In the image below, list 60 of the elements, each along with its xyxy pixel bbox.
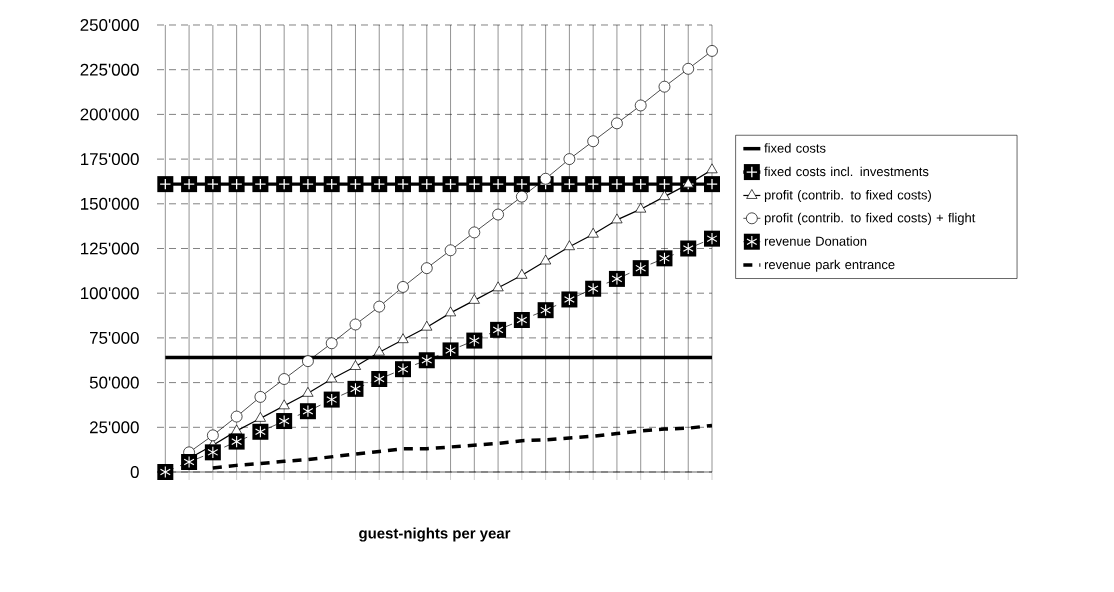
y-tick-label: 225'000 (80, 63, 139, 76)
point (587, 135, 600, 148)
legend-label: profit (contrib. to fixed costs) + flight (764, 212, 976, 225)
point (468, 226, 481, 239)
legend-label: fixed costs (764, 143, 826, 153)
point (373, 300, 386, 313)
y-tick-label: 0 (130, 466, 139, 478)
point (230, 410, 243, 423)
legend-label: profit (contrib. to fixed costs) (764, 190, 931, 203)
point (278, 399, 290, 410)
point (492, 208, 504, 221)
y-tick-label: 125'000 (81, 242, 139, 255)
point (349, 318, 362, 331)
point (563, 153, 576, 165)
y-tick-label: 200'000 (80, 108, 139, 121)
y-tick-label: 50'000 (89, 376, 139, 389)
point (492, 281, 504, 292)
point (420, 262, 433, 275)
y-tick-label: 175'000 (81, 153, 139, 166)
y-tick-label: 100'000 (81, 287, 139, 300)
legend-label: revenue park entrance (764, 259, 895, 272)
point (421, 320, 433, 331)
point (634, 99, 647, 112)
y-tick-label: 150'000 (81, 197, 139, 210)
point (658, 80, 671, 93)
point (539, 172, 552, 185)
point (611, 117, 623, 130)
point (563, 240, 575, 251)
point (349, 360, 362, 370)
point (611, 213, 623, 224)
point (302, 355, 314, 367)
y-tick-label: 250'000 (80, 19, 139, 31)
point (445, 306, 457, 317)
point (587, 227, 599, 238)
point (468, 294, 480, 304)
point (254, 412, 266, 422)
point (278, 373, 291, 385)
point (231, 424, 243, 435)
y-tick-label: 25'000 (90, 421, 139, 434)
point (540, 254, 552, 265)
point (325, 337, 338, 350)
legend-label: revenue Donation (764, 236, 867, 246)
point (397, 333, 409, 344)
point (207, 429, 219, 442)
point (706, 163, 718, 174)
point (635, 202, 647, 213)
point (254, 391, 267, 403)
y-tick-label: 75'000 (90, 331, 139, 344)
point (302, 386, 314, 397)
point (397, 281, 409, 293)
point (516, 268, 528, 279)
point (516, 190, 528, 203)
point (444, 244, 457, 257)
x-axis-title: guest-nights per year (359, 527, 511, 542)
point (373, 345, 385, 356)
point (706, 45, 718, 57)
legend-label: fixed costs incl. investments (764, 166, 929, 177)
point (658, 190, 671, 200)
point (326, 372, 338, 383)
point (682, 62, 695, 75)
